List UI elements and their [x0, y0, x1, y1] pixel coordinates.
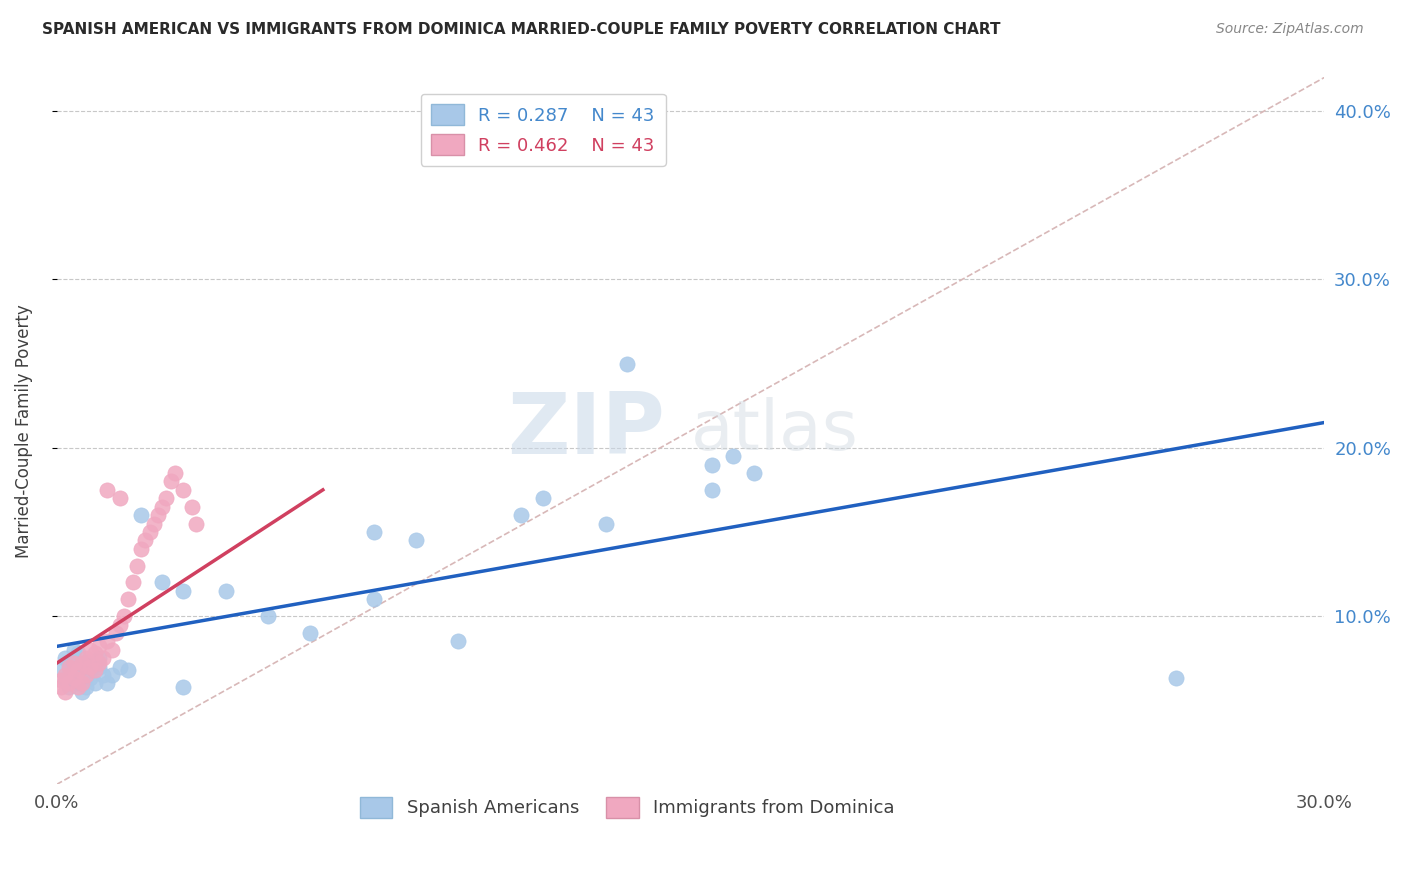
- Point: [49, 673, 72, 687]
- Point: [172, 680, 194, 694]
- Point: [363, 592, 385, 607]
- Point: [129, 508, 152, 522]
- Legend: Spanish Americans, Immigrants from Dominica: Spanish Americans, Immigrants from Domin…: [353, 789, 901, 825]
- Point: [595, 516, 617, 531]
- Point: [96, 676, 118, 690]
- Point: [257, 609, 280, 624]
- Point: [531, 491, 554, 506]
- Point: [79, 642, 101, 657]
- Point: [142, 516, 165, 531]
- Point: [70, 685, 93, 699]
- Point: [150, 575, 173, 590]
- Point: [108, 491, 131, 506]
- Point: [159, 475, 181, 489]
- Point: [616, 357, 638, 371]
- Point: [91, 668, 114, 682]
- Point: [700, 458, 723, 472]
- Point: [62, 642, 84, 657]
- Point: [510, 508, 533, 522]
- Point: [87, 640, 110, 654]
- Point: [58, 676, 80, 690]
- Point: [49, 663, 72, 677]
- Point: [62, 672, 84, 686]
- Point: [79, 663, 101, 677]
- Point: [75, 668, 97, 682]
- Point: [70, 659, 93, 673]
- Point: [53, 668, 76, 682]
- Point: [53, 685, 76, 699]
- Point: [53, 673, 76, 687]
- Point: [163, 466, 186, 480]
- Point: [87, 651, 110, 665]
- Point: [58, 659, 80, 673]
- Point: [129, 541, 152, 556]
- Point: [75, 655, 97, 669]
- Point: [70, 657, 93, 671]
- Text: SPANISH AMERICAN VS IMMIGRANTS FROM DOMINICA MARRIED-COUPLE FAMILY POVERTY CORRE: SPANISH AMERICAN VS IMMIGRANTS FROM DOMI…: [42, 22, 1001, 37]
- Point: [112, 609, 135, 624]
- Point: [134, 533, 156, 548]
- Point: [83, 663, 105, 677]
- Point: [405, 533, 427, 548]
- Point: [155, 491, 177, 506]
- Point: [363, 524, 385, 539]
- Point: [75, 651, 97, 665]
- Point: [1166, 672, 1188, 686]
- Y-axis label: Married-Couple Family Poverty: Married-Couple Family Poverty: [15, 304, 32, 558]
- Point: [117, 663, 139, 677]
- Point: [79, 672, 101, 686]
- Point: [49, 680, 72, 694]
- Point: [214, 583, 236, 598]
- Point: [66, 676, 89, 690]
- Point: [150, 500, 173, 514]
- Point: [83, 676, 105, 690]
- Point: [172, 483, 194, 497]
- Point: [66, 680, 89, 694]
- Point: [66, 663, 89, 677]
- Point: [121, 575, 143, 590]
- Point: [184, 516, 207, 531]
- Point: [180, 500, 202, 514]
- Text: atlas: atlas: [690, 398, 859, 465]
- Point: [79, 659, 101, 673]
- Point: [172, 583, 194, 598]
- Point: [138, 524, 160, 539]
- Point: [53, 651, 76, 665]
- Point: [146, 508, 169, 522]
- Point: [83, 646, 105, 660]
- Point: [75, 680, 97, 694]
- Point: [742, 466, 765, 480]
- Point: [87, 659, 110, 673]
- Text: Source: ZipAtlas.com: Source: ZipAtlas.com: [1216, 22, 1364, 37]
- Point: [100, 642, 122, 657]
- Point: [91, 651, 114, 665]
- Point: [58, 657, 80, 671]
- Point: [721, 449, 744, 463]
- Point: [125, 558, 148, 573]
- Text: ZIP: ZIP: [508, 390, 665, 473]
- Point: [447, 634, 470, 648]
- Point: [108, 659, 131, 673]
- Point: [96, 483, 118, 497]
- Point: [62, 657, 84, 671]
- Point: [96, 634, 118, 648]
- Point: [87, 657, 110, 671]
- Point: [299, 626, 322, 640]
- Point: [62, 668, 84, 682]
- Point: [117, 592, 139, 607]
- Point: [58, 680, 80, 694]
- Point: [108, 617, 131, 632]
- Point: [700, 483, 723, 497]
- Point: [70, 676, 93, 690]
- Point: [100, 668, 122, 682]
- Point: [104, 626, 127, 640]
- Point: [66, 646, 89, 660]
